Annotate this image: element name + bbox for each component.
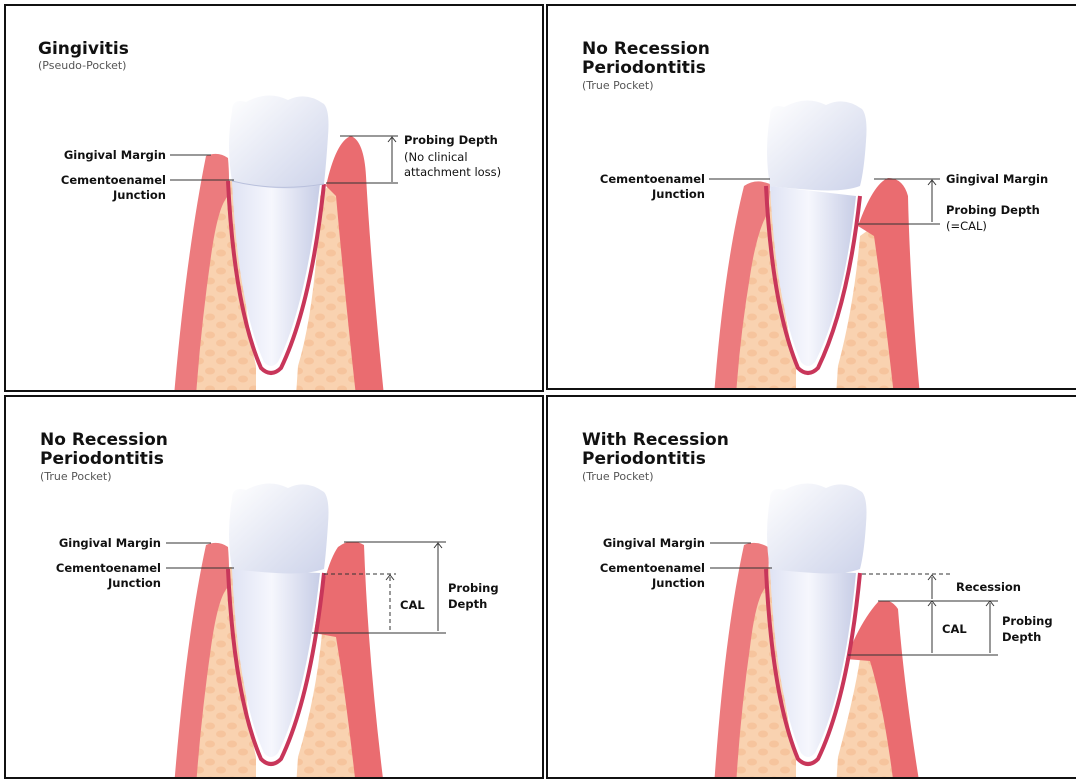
gum-left xyxy=(174,153,229,390)
panel-title-2: Periodontitis xyxy=(582,449,706,469)
label-gingival-margin: Gingival Margin xyxy=(59,536,161,550)
label-note-1: (No clinical xyxy=(404,150,468,164)
label-gingival-margin: Gingival Margin xyxy=(64,148,166,162)
label-gingival-margin: Gingival Margin xyxy=(946,172,1048,186)
label-gingival-margin: Gingival Margin xyxy=(603,536,705,550)
label-cej-1: Cementoenamel xyxy=(56,561,161,575)
label-probing-depth: Probing Depth xyxy=(404,133,498,147)
tooth-root xyxy=(232,181,320,366)
panel-title-1: No Recession xyxy=(582,39,710,59)
label-probing-depth: Probing Depth xyxy=(946,203,1040,217)
label-cal-note: (=CAL) xyxy=(946,219,987,233)
label-cej-2: Junction xyxy=(112,188,166,202)
panel-title-2: Periodontitis xyxy=(582,58,706,78)
gum-right xyxy=(326,136,384,390)
root-outline xyxy=(226,180,326,375)
tooth-crown xyxy=(229,95,329,189)
panel-no-recession-1: No Recession Periodontitis (True Pocket)… xyxy=(546,4,1076,390)
label-cej-1: Cementoenamel xyxy=(600,561,705,575)
label-cej-1: Cementoenamel xyxy=(61,173,166,187)
panel-subtitle: (True Pocket) xyxy=(582,470,654,483)
label-cal: CAL xyxy=(942,622,967,636)
panel-title-1: No Recession xyxy=(40,430,168,450)
label-probing-1: Probing xyxy=(448,581,499,595)
panel-subtitle: (True Pocket) xyxy=(40,470,112,483)
label-probing-2: Depth xyxy=(1002,630,1041,644)
panel-subtitle: (True Pocket) xyxy=(582,79,654,92)
label-cej-2: Junction xyxy=(651,576,705,590)
label-cej-2: Junction xyxy=(107,576,161,590)
label-cal: CAL xyxy=(400,598,425,612)
panel-subtitle: (Pseudo-Pocket) xyxy=(38,59,126,72)
panel-gingivitis: Gingivitis (Pseudo-Pocket) Gingival Marg… xyxy=(4,4,544,392)
label-cej-1: Cementoenamel xyxy=(600,172,705,186)
label-cej-2: Junction xyxy=(651,187,705,201)
label-note-2: attachment loss) xyxy=(404,165,501,179)
panel-with-recession: With Recession Periodontitis (True Pocke… xyxy=(546,395,1076,779)
label-probing-2: Depth xyxy=(448,597,487,611)
panel-no-recession-2: No Recession Periodontitis (True Pocket)… xyxy=(4,395,544,779)
panel-title: Gingivitis xyxy=(38,39,129,59)
panel-title-2: Periodontitis xyxy=(40,449,164,469)
panel-title-1: With Recession xyxy=(582,430,729,450)
label-recession: Recession xyxy=(956,580,1021,594)
label-probing-1: Probing xyxy=(1002,614,1053,628)
